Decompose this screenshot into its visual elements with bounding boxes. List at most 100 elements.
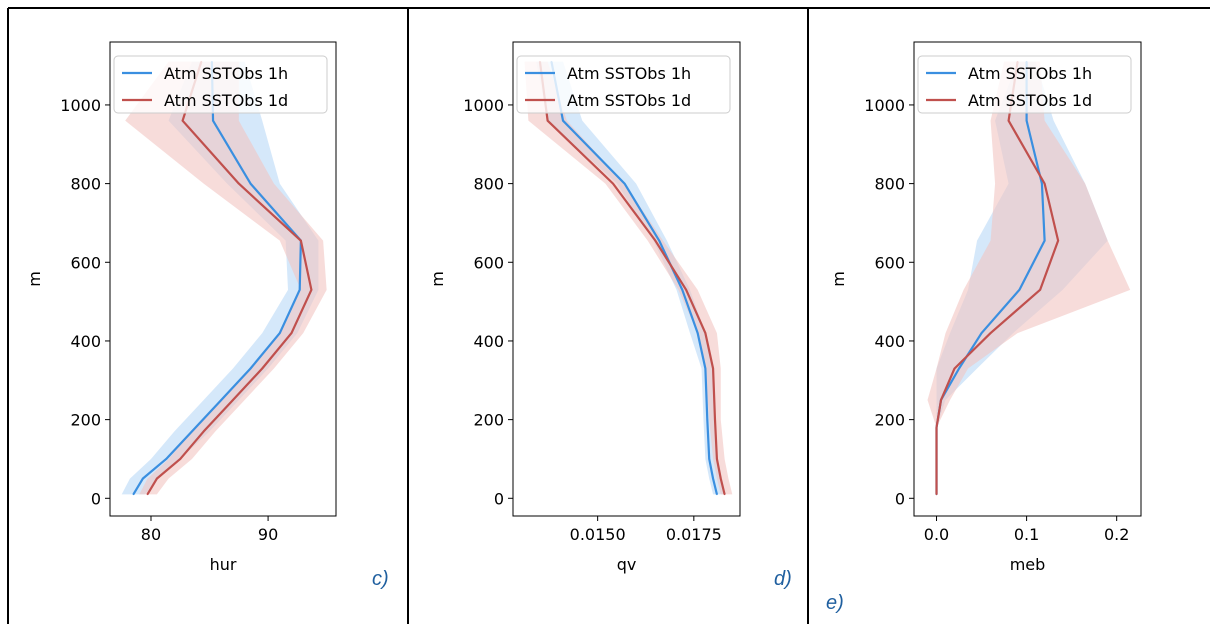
data-point-s1-6 [249, 367, 252, 370]
series-band-2 [927, 61, 1131, 495]
series-band-1 [121, 61, 319, 495]
data-point-s1-10 [1025, 119, 1028, 122]
y-tick-label: 800 [874, 175, 905, 194]
data-point-s2-8 [1057, 239, 1059, 242]
y-axis-label: m [829, 271, 848, 287]
data-point-s2-5 [232, 399, 234, 401]
data-point-s2-7 [1039, 289, 1041, 291]
x-axis-label: hur [210, 555, 237, 574]
series-line-2 [146, 61, 313, 495]
y-tick-label: 400 [874, 332, 905, 351]
y-tick-label: 1000 [864, 96, 905, 115]
data-point-s2-2 [156, 477, 158, 480]
data-point-s2-1 [723, 493, 726, 496]
legend-label-1: Atm SSTObs 1h [968, 64, 1092, 83]
data-point-s1-8 [1043, 239, 1046, 242]
y-tick-label: 0 [91, 489, 101, 508]
y-tick-label: 400 [70, 332, 101, 351]
x-tick-label: 0.0 [924, 525, 949, 544]
data-point-s2-2 [935, 458, 938, 460]
panel-letter-d: d) [774, 568, 792, 590]
data-point-s1-2 [141, 477, 144, 480]
data-point-s1-3 [165, 458, 168, 460]
y-tick-label: 200 [874, 411, 905, 430]
x-tick-label: 0.2 [1104, 525, 1129, 544]
data-point-s1-5 [704, 367, 707, 370]
y-axis-label: m [428, 271, 447, 287]
series-band-2 [524, 61, 733, 495]
y-tick-label: 600 [70, 253, 101, 272]
data-point-s2-5 [953, 367, 956, 370]
data-point-s2-4 [202, 430, 205, 433]
data-point-s2-6 [989, 332, 992, 334]
legend-label-2: Atm SSTObs 1d [968, 91, 1092, 110]
y-tick-label: 200 [70, 411, 101, 430]
y-tick-label: 1000 [60, 96, 101, 115]
x-tick-label: 0.0175 [666, 525, 722, 544]
data-point-s2-11 [181, 119, 184, 122]
data-point-s1-9 [623, 182, 626, 185]
x-tick-label: 90 [258, 525, 278, 544]
data-point-s1-10 [562, 119, 564, 122]
x-axis-label: meb [1010, 555, 1046, 574]
y-tick-label: 0 [494, 489, 504, 508]
legend-box [113, 55, 328, 114]
data-point-s2-10 [238, 182, 240, 185]
y-tick-label: 600 [874, 253, 905, 272]
data-point-s1-7 [1018, 289, 1021, 291]
series-line-1 [132, 61, 302, 495]
panel-letter-c: c) [372, 568, 389, 590]
series-band-2 [125, 61, 327, 495]
data-point-s2-9 [612, 182, 614, 185]
x-tick-label: 0.1 [1014, 525, 1039, 544]
x-tick-label: 80 [141, 525, 161, 544]
chart-panel-c: 0 200 400 600 800 1000 80 90 hur m Atm SSTObs 1h At… [25, 41, 337, 574]
data-point-s1-3 [708, 458, 711, 460]
y-tick-label: 400 [473, 332, 504, 351]
data-point-s1-8 [298, 289, 301, 291]
data-point-s2-5 [712, 367, 714, 370]
data-point-s2-1 [935, 493, 938, 496]
panel-borders [7, 7, 1210, 624]
data-point-s2-2 [719, 477, 722, 480]
data-point-s2-4 [714, 418, 716, 421]
data-point-s2-8 [310, 289, 313, 291]
legend-label-1: Atm SSTObs 1h [164, 64, 288, 83]
y-tick-label: 200 [473, 411, 504, 430]
chart-panel-d: 0 200 400 600 800 1000 0.0150 0.0175 qv m Atm SSTO… [428, 41, 741, 574]
data-point-s1-7 [681, 289, 684, 291]
data-point-s1-4 [191, 430, 193, 433]
data-point-s1-4 [706, 418, 709, 421]
data-point-s1-1 [716, 493, 718, 496]
data-point-s2-9 [1043, 182, 1046, 185]
data-point-s2-3 [716, 458, 718, 460]
data-point-s1-2 [712, 477, 714, 480]
data-point-s2-8 [654, 239, 657, 242]
data-point-s2-6 [704, 332, 707, 334]
data-point-s2-3 [935, 426, 938, 429]
data-point-s2-9 [300, 239, 302, 242]
data-point-s1-5 [220, 399, 223, 401]
y-tick-label: 800 [70, 175, 101, 194]
data-point-s2-7 [685, 289, 687, 291]
legend-label-2: Atm SSTObs 1d [567, 91, 691, 110]
x-tick-label: 0.0150 [570, 525, 626, 544]
data-point-s1-6 [696, 332, 699, 334]
data-point-s1-7 [278, 332, 281, 334]
data-point-s1-9 [1041, 182, 1043, 185]
data-point-s1-8 [658, 239, 661, 242]
data-point-s1-10 [249, 182, 252, 185]
data-point-s2-3 [179, 458, 182, 460]
y-tick-label: 1000 [463, 96, 504, 115]
y-axis-label: m [25, 271, 44, 287]
chart-panel-e: 0 200 400 600 800 1000 0.0 0.1 0.2 meb m Atm SSTObs… [829, 41, 1142, 574]
panel-letter-e: e) [826, 592, 844, 614]
data-point-s2-1 [146, 493, 149, 496]
data-point-s2-6 [261, 367, 264, 370]
legend-label-2: Atm SSTObs 1d [164, 91, 288, 110]
data-point-s1-11 [212, 119, 214, 122]
legend-box [516, 55, 731, 114]
y-tick-label: 0 [895, 489, 905, 508]
y-tick-label: 800 [473, 175, 504, 194]
